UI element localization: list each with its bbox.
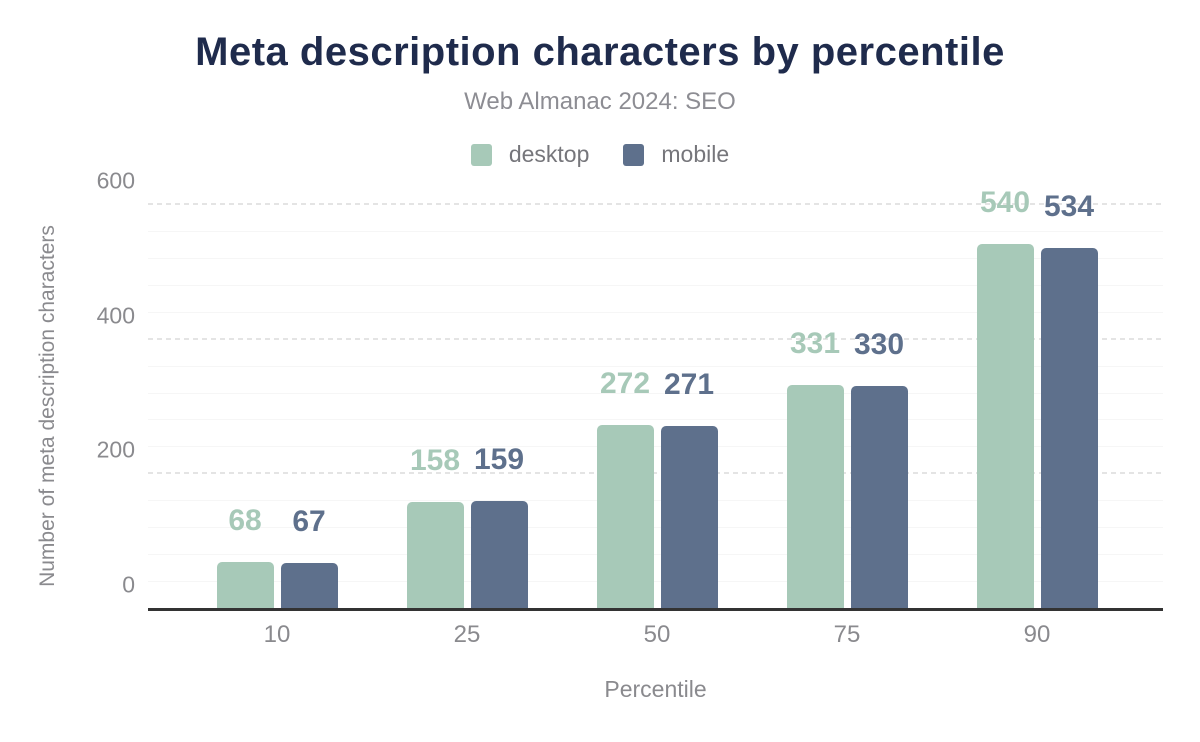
gridline-minor — [148, 284, 1163, 286]
bands: 68 67 10 158 159 25 272 271 50 331 330 75 540 534 90 — [182, 188, 1132, 648]
category-group-75: 331 330 75 — [752, 204, 942, 648]
gridline-minor — [148, 500, 1163, 502]
bar-desktop-25[interactable]: 158 — [406, 445, 464, 608]
gridline-major — [148, 203, 1163, 205]
bar-value-mobile-10: 67 — [292, 504, 326, 538]
gridline-major — [148, 472, 1163, 475]
gridline-minor — [148, 419, 1163, 421]
y-tick-label: 400 — [96, 302, 135, 329]
x-tick-label-10: 10 — [263, 621, 291, 648]
gridline-minor — [148, 527, 1163, 529]
x-tick-label-90: 90 — [1023, 621, 1051, 648]
gridline-minor — [148, 311, 1163, 313]
x-axis-line — [148, 608, 1163, 611]
gridline-minor — [148, 392, 1163, 394]
x-tick-label-50: 50 — [643, 621, 671, 648]
gridline-minor — [148, 581, 1163, 583]
bar-value-mobile-25: 159 — [473, 442, 525, 476]
chart-subtitle: Web Almanac 2024: SEO — [464, 88, 736, 115]
plot-area: 0 200 400 600 68 67 10 158 159 25 272 271 50 331 330 7… — [97, 169, 1163, 648]
bar-mobile-25[interactable]: 159 — [470, 444, 528, 608]
bar-desktop-90[interactable]: 540 — [976, 188, 1034, 608]
x-tick-label-25: 25 — [453, 621, 481, 648]
y-tick-label: 0 — [122, 571, 135, 598]
bar-value-desktop-10: 68 — [228, 504, 262, 538]
bar-value-mobile-75: 330 — [853, 327, 905, 361]
y-axis-title: Number of meta description characters — [36, 225, 59, 587]
gridline-minor — [148, 446, 1163, 448]
gridline-minor — [148, 257, 1163, 259]
category-group-10: 68 67 10 — [182, 204, 372, 648]
bar-value-mobile-50: 271 — [663, 367, 715, 401]
x-axis-title: Percentile — [604, 676, 707, 702]
bar-mobile-50[interactable]: 271 — [660, 369, 718, 608]
bar-desktop-50[interactable]: 272 — [596, 368, 654, 608]
category-group-90: 540 534 90 — [942, 188, 1132, 648]
y-tick-label: 200 — [96, 436, 135, 463]
bar-mobile-10[interactable]: 67 — [280, 506, 338, 608]
gridline-major — [148, 337, 1163, 340]
bar-value-desktop-50: 272 — [599, 366, 651, 400]
legend-item-desktop[interactable]: desktop — [470, 141, 590, 168]
gridline-minor — [148, 230, 1163, 232]
category-group-50: 272 271 50 — [562, 204, 752, 648]
legend-label-desktop: desktop — [508, 141, 590, 167]
bar-desktop-10[interactable]: 68 — [216, 506, 274, 608]
legend-label-mobile: mobile — [661, 141, 730, 167]
legend-item-mobile[interactable]: mobile — [623, 141, 729, 168]
gridline-minor — [148, 554, 1163, 556]
legend-swatch-desktop-icon — [470, 143, 492, 166]
bar-value-desktop-75: 331 — [789, 327, 841, 361]
gridline-minor — [148, 365, 1163, 367]
bar-mobile-75[interactable]: 330 — [850, 329, 908, 608]
y-tick-label: 600 — [96, 167, 135, 194]
bar-desktop-75[interactable]: 331 — [786, 329, 844, 608]
bar-value-mobile-90: 534 — [1043, 190, 1095, 224]
category-group-25: 158 159 25 — [372, 204, 562, 648]
chart-title: Meta description characters by percentil… — [195, 30, 1005, 74]
legend: desktop mobile — [0, 141, 1200, 168]
bar-value-desktop-90: 540 — [979, 186, 1031, 220]
x-tick-label-75: 75 — [833, 621, 861, 648]
bar-value-desktop-25: 158 — [409, 443, 461, 477]
legend-swatch-mobile-icon — [623, 143, 645, 166]
bar-mobile-90[interactable]: 534 — [1040, 192, 1098, 608]
